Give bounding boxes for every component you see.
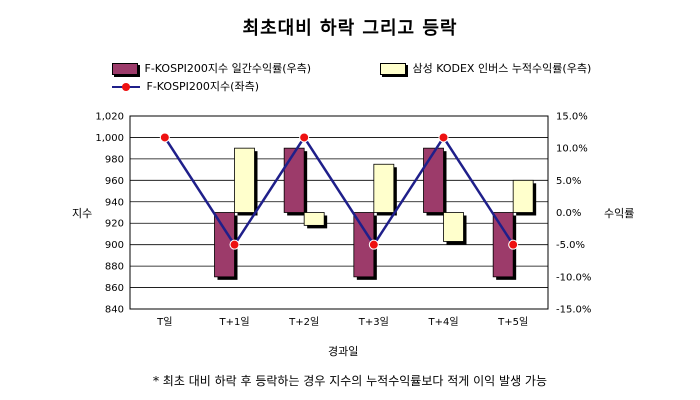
y-left-tick-label: 960 (105, 176, 124, 187)
bar-daily-return (283, 147, 305, 213)
y-right-tick-label: -10.0% (556, 272, 591, 283)
legend-swatch-line (112, 82, 140, 92)
y-left-tick-label: 1,020 (95, 112, 124, 123)
chart-title: 최초대비 하락 그리고 등락 (242, 18, 458, 39)
y-left-tick-label: 900 (105, 240, 124, 251)
footnote: * 최초 대비 하락 후 등락하는 경우 지수의 누적수익률보다 적게 이익 발… (152, 374, 548, 388)
bar-inverse-cumulative (373, 163, 395, 213)
bar-inverse-cumulative (512, 179, 534, 213)
y-left-tick-label: 860 (105, 283, 124, 294)
y-right-tick-label: -5.0% (556, 240, 585, 251)
legend-swatch-bar1 (112, 63, 138, 75)
legend-label-bar2: 삼성 KODEX 인버스 누적수익률(우측) (412, 62, 592, 75)
y-right-tick-label: -15.0% (556, 305, 591, 316)
x-axis-title: 경과일 (328, 345, 359, 358)
x-tick-label: T일 (156, 316, 172, 328)
y-left-tick-label: 1,000 (95, 133, 124, 144)
y-left-tick-label: 920 (105, 219, 124, 230)
bar-inverse-cumulative (303, 212, 325, 226)
y-left-tick-label: 980 (105, 154, 124, 165)
line-point (299, 132, 310, 143)
y-left-tick-label: 840 (105, 305, 124, 316)
legend-label-line: F-KOSPI200지수(좌측) (146, 80, 260, 93)
legend-item-bar1: F-KOSPI200지수 일간수익률(우측) (112, 60, 311, 76)
x-tick-label: T+4일 (427, 316, 458, 328)
y-right-tick-label: 0.0% (556, 208, 581, 219)
line-point (508, 239, 519, 250)
legend-item-bar2: 삼성 KODEX 인버스 누적수익률(우측) (380, 60, 591, 76)
y-right-tick-label: 15.0% (556, 112, 588, 123)
line-point (438, 132, 449, 143)
line-point (229, 239, 240, 250)
y-axis-right-title: 수익률 (604, 207, 635, 220)
y-left-tick-label: 940 (105, 197, 124, 208)
bar-daily-return (423, 147, 444, 213)
legend-swatch-bar2 (380, 63, 406, 75)
y-left-tick-label: 880 (105, 262, 124, 273)
legend-label-bar1: F-KOSPI200지수 일간수익률(우측) (144, 62, 312, 75)
x-tick-label: T+1일 (218, 316, 249, 328)
y-right-tick-label: 10.0% (556, 144, 588, 155)
line-point (159, 132, 170, 143)
y-right-tick-label: 5.0% (556, 176, 581, 187)
line-point (368, 239, 379, 250)
legend-item-line: F-KOSPI200지수(좌측) (112, 78, 259, 94)
x-tick-label: T+2일 (288, 316, 319, 328)
bar-inverse-cumulative (443, 212, 464, 242)
plot-area (129, 115, 549, 310)
x-tick-label: T+5일 (497, 316, 528, 328)
bar-inverse-cumulative (234, 147, 255, 213)
line-kospi200 (163, 135, 515, 247)
x-tick-label: T+3일 (358, 316, 389, 328)
y-axis-left-title: 지수 (72, 207, 93, 220)
